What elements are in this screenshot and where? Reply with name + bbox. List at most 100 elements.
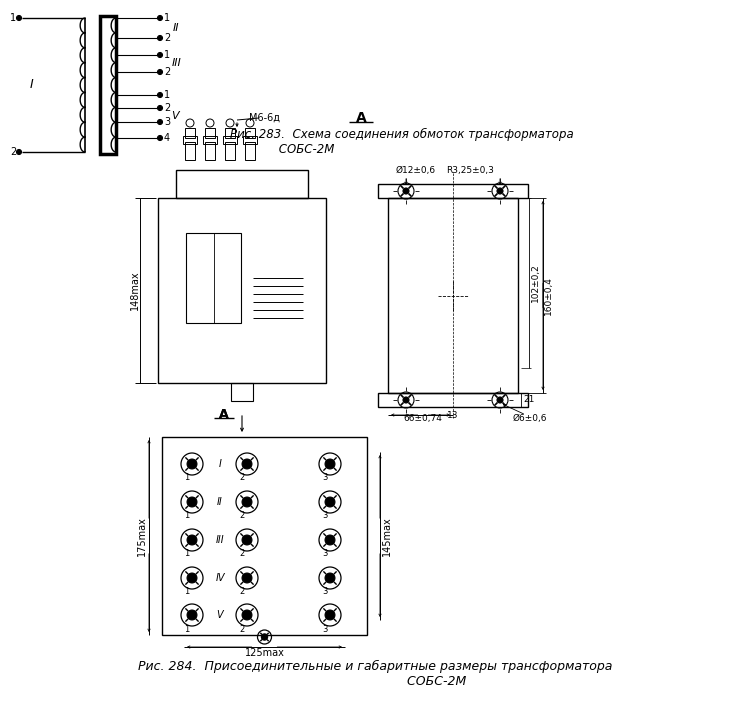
Circle shape [242, 610, 252, 620]
Text: 3: 3 [322, 550, 328, 558]
Text: 1: 1 [164, 13, 170, 23]
Bar [176, 170, 308, 198]
Text: 3: 3 [322, 625, 328, 633]
Text: 3: 3 [164, 117, 170, 127]
Text: 145max: 145max [382, 516, 392, 556]
Text: 3: 3 [322, 511, 328, 520]
Text: М6-6д: М6-6д [250, 113, 280, 123]
Text: V: V [217, 610, 223, 620]
Circle shape [187, 573, 197, 583]
Circle shape [187, 610, 197, 620]
Circle shape [158, 106, 163, 111]
Circle shape [242, 497, 252, 507]
Text: A: A [356, 111, 366, 125]
Circle shape [497, 397, 503, 403]
Text: 3: 3 [322, 588, 328, 597]
Bar [245, 128, 255, 138]
Circle shape [497, 188, 503, 194]
Bar [186, 233, 241, 323]
Circle shape [403, 188, 409, 194]
Text: 175max: 175max [137, 516, 147, 556]
Bar [162, 437, 367, 635]
Bar [203, 136, 217, 144]
Text: 125max: 125max [244, 648, 284, 658]
Bar [243, 136, 257, 144]
Text: 1: 1 [184, 511, 190, 520]
Text: III: III [172, 58, 182, 68]
Bar [378, 184, 528, 198]
Text: 2: 2 [239, 511, 244, 520]
Bar [245, 142, 255, 160]
Bar [158, 198, 326, 383]
Text: II: II [217, 497, 223, 507]
Text: R3,25±0,3: R3,25±0,3 [446, 165, 494, 175]
Text: 2: 2 [10, 147, 16, 157]
Text: 148max: 148max [130, 271, 140, 310]
Text: A: A [219, 409, 229, 421]
Circle shape [158, 36, 163, 41]
Bar [223, 136, 237, 144]
Text: IV: IV [215, 573, 225, 583]
Bar [205, 142, 215, 160]
Bar [183, 136, 197, 144]
Bar [185, 128, 195, 138]
Bar [225, 128, 235, 138]
Circle shape [16, 16, 22, 21]
Bar [231, 383, 253, 401]
Text: 2: 2 [164, 103, 170, 113]
Bar [185, 142, 195, 160]
Text: 2: 2 [239, 473, 244, 483]
Text: 21: 21 [523, 396, 534, 404]
Text: 1: 1 [10, 13, 16, 23]
Text: 2: 2 [239, 625, 244, 633]
Circle shape [242, 535, 252, 545]
Bar [388, 198, 518, 393]
Circle shape [158, 16, 163, 21]
Text: 2: 2 [164, 67, 170, 77]
Text: A: A [219, 409, 229, 421]
Circle shape [242, 573, 252, 583]
Text: I: I [30, 78, 34, 91]
Circle shape [325, 535, 335, 545]
Text: 1: 1 [184, 625, 190, 633]
Circle shape [158, 53, 163, 58]
Circle shape [158, 69, 163, 74]
Bar [205, 128, 215, 138]
Bar [225, 142, 235, 160]
Text: 102±0,2: 102±0,2 [530, 264, 539, 302]
Text: Рис. 283.  Схема соединения обмоток трансформатора
             СОБС-2М: Рис. 283. Схема соединения обмоток транс… [230, 128, 574, 156]
Text: Ø12±0,6: Ø12±0,6 [396, 165, 436, 175]
Text: 1: 1 [184, 550, 190, 558]
Text: 2: 2 [239, 550, 244, 558]
Circle shape [261, 634, 268, 640]
Circle shape [187, 459, 197, 469]
Text: Рис. 284.  Присоединительные и габаритные размеры трансформатора
               : Рис. 284. Присоединительные и габаритные… [138, 660, 612, 688]
Text: 2: 2 [164, 33, 170, 43]
Circle shape [158, 93, 163, 98]
Bar [378, 393, 528, 407]
Circle shape [242, 459, 252, 469]
Text: Ø6±0,6: Ø6±0,6 [513, 414, 548, 424]
Text: 13: 13 [447, 411, 459, 419]
Text: 1: 1 [184, 588, 190, 597]
Circle shape [325, 573, 335, 583]
Circle shape [325, 610, 335, 620]
Circle shape [325, 497, 335, 507]
Text: V: V [171, 111, 178, 121]
Circle shape [187, 497, 197, 507]
Circle shape [325, 459, 335, 469]
Text: I: I [218, 459, 221, 469]
Text: 1: 1 [184, 473, 190, 483]
Circle shape [187, 535, 197, 545]
Bar [100, 16, 116, 154]
Circle shape [403, 397, 409, 403]
Text: 160±0,4: 160±0,4 [544, 276, 553, 315]
Text: 3: 3 [322, 473, 328, 483]
Text: III: III [216, 535, 224, 545]
Circle shape [158, 135, 163, 140]
Text: 1: 1 [164, 90, 170, 100]
Text: 4: 4 [164, 133, 170, 143]
Circle shape [16, 150, 22, 155]
Text: 1: 1 [164, 50, 170, 60]
Circle shape [158, 120, 163, 125]
